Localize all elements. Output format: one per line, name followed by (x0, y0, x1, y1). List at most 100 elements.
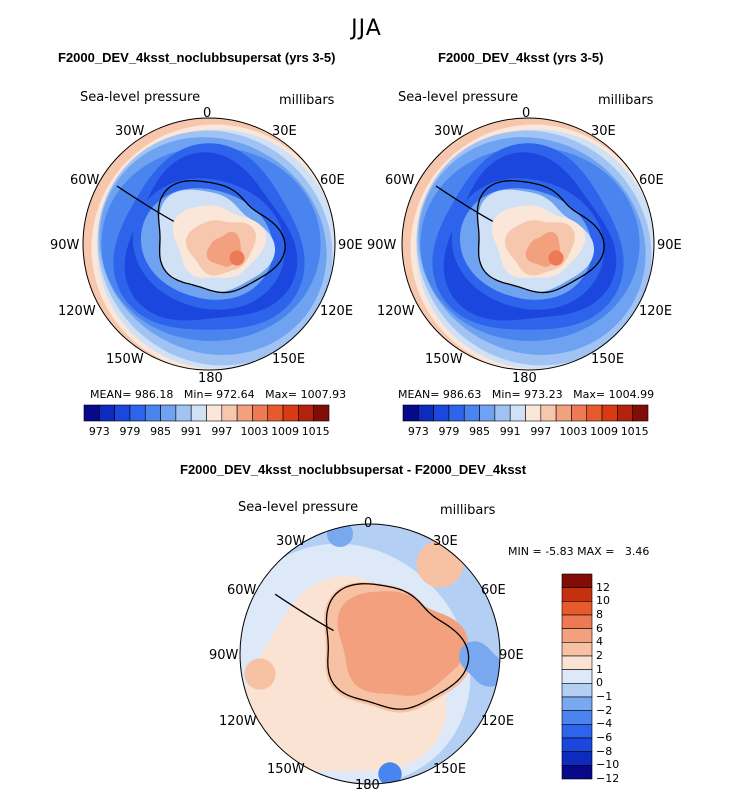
left-colorbar-tick: 1003 (240, 425, 269, 438)
left-colorbar-tick: 1009 (271, 425, 300, 438)
left-map-border (82, 117, 336, 371)
left-panel-title: F2000_DEV_4ksst_noclubbsupersat (yrs 3-5… (58, 50, 336, 65)
diff-colorbar-tick: 8 (596, 608, 603, 621)
diff-colorbar-tick: 12 (596, 580, 610, 594)
right-colorbar-cell (632, 404, 649, 422)
right-colorbar-cell (433, 404, 450, 422)
diff-colorbar-tick: 2 (596, 649, 603, 662)
diff-colorbar-tick: 10 (596, 594, 610, 608)
left-max-value: 1007.93 (300, 388, 347, 401)
right-colorbar-cell (418, 404, 434, 422)
left-colorbar-tick: 1015 (301, 425, 330, 438)
diff-band-8 (327, 524, 353, 547)
left-peninsula (116, 185, 175, 222)
left-min-value: 972.64 (216, 388, 255, 401)
right-units-label: millibars (598, 93, 654, 108)
diff-field (240, 524, 500, 784)
right-colorbar-tick: 1003 (559, 425, 588, 438)
diff-lon-120w: 120W (219, 714, 257, 729)
left-colorbar-tick: 991 (180, 425, 202, 438)
left-colorbar-cell (313, 404, 330, 422)
diff-lon-60w: 60W (227, 583, 257, 598)
diff-colorbar-cell (561, 737, 593, 752)
right-lon-30e: 30E (591, 124, 616, 139)
left-colorbar-cell (267, 404, 284, 422)
diff-field-label: Sea-level pressure (238, 500, 359, 515)
right-min-label: Min= (491, 388, 521, 401)
diff-colorbar-tick: −12 (596, 772, 620, 785)
right-colorbar-cell (448, 404, 465, 422)
right-min-value: 973.23 (524, 388, 563, 401)
left-colorbar-cell (282, 404, 299, 422)
left-band-13 (229, 250, 245, 266)
diff-colorbar-cell (561, 683, 593, 698)
right-lon-120w: 120W (377, 304, 415, 319)
diff-peninsula (274, 593, 334, 632)
left-colorbar-cell (160, 404, 177, 422)
right-mean-value: 986.63 (442, 388, 482, 401)
diff-colorbar-cell (561, 696, 593, 711)
left-colorbar-cell (129, 404, 146, 422)
right-colorbar-cell (525, 404, 542, 422)
left-stats: MEAN= 986.18 Min= 972.64 Max= 1007.93 (90, 388, 346, 401)
left-colorbar-cell (99, 404, 115, 422)
left-lon-60w: 60W (70, 173, 100, 188)
right-lon-60w: 60W (385, 173, 415, 188)
left-colorbar-cell (252, 404, 269, 422)
figure-title: JJA (351, 16, 382, 41)
right-colorbar-cell (402, 404, 419, 422)
left-lon-90e: 90E (338, 238, 363, 253)
right-band-13 (548, 250, 564, 266)
diff-band-7 (244, 658, 276, 690)
diff-max-label: MAX = (577, 545, 615, 558)
diff-colorbar-tick: −1 (596, 690, 613, 703)
left-lon-150w: 150W (106, 352, 144, 367)
diff-stats: MIN = -5.83 MAX = 3.46 (508, 545, 649, 558)
diff-colorbar-cell (561, 573, 593, 588)
diff-colorbar-cell (561, 614, 593, 629)
diff-min-value: -5.83 (545, 545, 574, 558)
diff-panel-title: F2000_DEV_4ksst_noclubbsupersat - F2000_… (180, 462, 527, 477)
diff-colorbar-cell (561, 587, 593, 602)
right-colorbar-cell (571, 404, 588, 422)
right-lon-90w: 90W (367, 238, 397, 253)
left-colorbar-cell (144, 404, 161, 422)
left-colorbar-cell (175, 404, 192, 422)
diff-colorbar-tick: 1 (596, 662, 603, 676)
right-colorbar-tick: 997 (530, 425, 552, 438)
diff-colorbar-tick: −2 (596, 703, 613, 717)
left-colorbar-cell (298, 404, 314, 422)
left-lon-180: 180 (198, 371, 223, 386)
diff-lon-150w: 150W (267, 762, 305, 777)
right-colorbar-cell (494, 404, 511, 422)
diff-lon-30e: 30E (433, 534, 458, 549)
left-field-label: Sea-level pressure (80, 90, 201, 105)
right-colorbar-cell (540, 404, 557, 422)
left-colorbar-cell (236, 404, 253, 422)
left-colorbar-cell (206, 404, 223, 422)
diff-colorbar-cell (561, 601, 593, 616)
diff-coastline (325, 583, 470, 710)
right-colorbar-tick: 1009 (590, 425, 619, 438)
right-lon-120e: 120E (639, 304, 673, 319)
right-stats: MEAN= 986.63 Min= 973.23 Max= 1004.99 (398, 388, 654, 401)
right-map (401, 117, 655, 371)
diff-lon-30w: 30W (276, 534, 306, 549)
left-colorbar-cell (190, 404, 207, 422)
right-max-value: 1004.99 (608, 388, 655, 401)
diff-units-label: millibars (440, 503, 496, 518)
left-map (82, 117, 336, 371)
right-max-label: Max= (573, 388, 606, 401)
diff-colorbar-tick: −4 (596, 717, 613, 731)
right-mean-label: MEAN= (398, 388, 440, 401)
right-colorbar-cell (509, 404, 526, 422)
left-lon-30w: 30W (115, 124, 145, 139)
diff-colorbar-cell (561, 710, 593, 725)
left-colorbar-cell (114, 404, 131, 422)
diff-colorbar-tick: 0 (596, 676, 603, 690)
right-colorbar-tick: 979 (438, 425, 460, 438)
left-colorbar-tick: 997 (211, 425, 233, 438)
diff-colorbar-cell (561, 669, 593, 684)
right-lon-150e: 150E (591, 352, 625, 367)
right-colorbar-cell (463, 404, 480, 422)
